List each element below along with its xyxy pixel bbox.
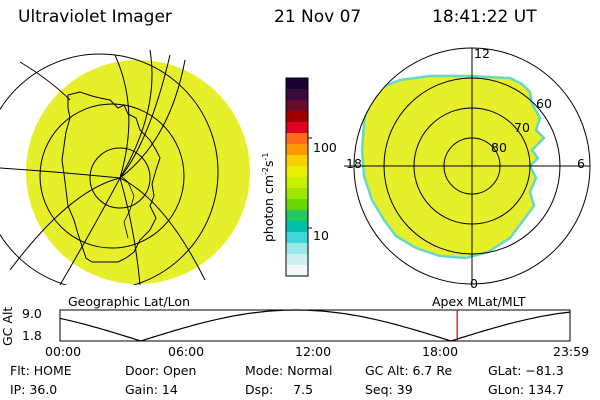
orbit-xtick-0: 00:00 [45,344,82,359]
title: Ultraviolet Imager [18,7,172,27]
orbit-xtick-2: 12:00 [295,344,332,359]
status-mode: Mode: Normal [245,363,333,378]
mlat-80-label: 80 [491,140,507,155]
mlt-18-label: 18 [346,156,362,171]
colorbar-stripe [286,265,308,277]
mlt-6-label: 6 [577,156,585,171]
orbit-xtick-3: 18:00 [422,344,459,359]
color-scale-bar [285,77,312,277]
mlat-60-label: 60 [536,96,552,111]
orbit-plot-frame [59,309,571,342]
colorbar-stripe [286,199,308,211]
colorbar-stripe [286,232,308,244]
colorbar-stripe [286,111,308,123]
polar-panel-label: Apex MLat/MLT [432,294,526,309]
colorbar-stripe [286,254,308,266]
mlat-70-label: 70 [514,120,530,135]
coastline [61,91,161,263]
coastline-detail [119,174,135,239]
status-flight: Flt: HOME [10,363,72,378]
status-gain: Gain: 14 [125,382,178,397]
orbit-altitude-curve [59,309,571,342]
orbit-ymin-label: 1.8 [22,328,42,343]
colorbar-stripe [286,243,308,255]
orbit-ymax-label: 9.0 [22,306,42,321]
meridian [59,177,121,285]
mlt-0-label: 0 [470,276,478,291]
geo-panel-label: Geographic Lat/Lon [68,294,190,309]
colorbar-stripe [286,166,308,178]
colorbar-stripe [286,122,308,134]
lat-circle [89,147,151,209]
mlt-12-label: 12 [474,46,490,61]
meridian [9,177,121,271]
orbit-xtick-4: 23:59 [553,344,590,359]
colorbar-stripe [286,100,308,112]
lat-circle [39,103,185,249]
colorbar-stripe [286,89,308,101]
meridian [0,167,121,179]
lat-circle [0,53,219,285]
colorbar-stripe [286,188,308,200]
colorbar-stripe [286,177,308,189]
meridian [119,49,153,179]
status-dsp: Dsp: 7.5 [245,382,314,397]
status-glon: GLon: 134.7 [488,382,564,397]
orbit-xtick-1: 06:00 [168,344,205,359]
date: 21 Nov 07 [274,7,362,27]
meridian [119,177,141,285]
colorbar-stripe [286,144,308,156]
colorbar-stripe [286,155,308,167]
meridian [114,54,130,179]
geo-auroral-image [26,60,250,284]
colorbar-tick-10: 10 [313,228,329,243]
colorbar-stripe [286,210,308,222]
time: 18:41:22 UT [432,7,537,27]
meridian [119,59,186,179]
colorbar-stripe [286,221,308,233]
meridian [19,61,71,101]
meridian [119,177,206,281]
polar-auroral-image [360,74,546,260]
status-glat: GLat: −81.3 [488,363,564,378]
status-door: Door: Open [125,363,197,378]
colorbar-stripe [286,78,308,90]
meridian [119,54,171,179]
colorbar-frame [285,77,309,277]
status-gc-alt: GC Alt: 6.7 Re [365,363,453,378]
colorbar-tick-100: 100 [313,140,337,155]
colorbar-stripe [286,133,308,145]
status-seq: Seq: 39 [365,382,413,397]
status-ip: IP: 36.0 [10,382,58,397]
